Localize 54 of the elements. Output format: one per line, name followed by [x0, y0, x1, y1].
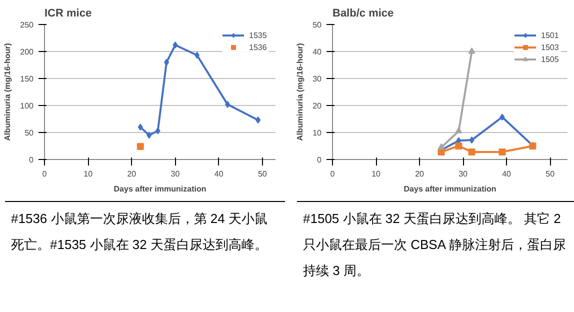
- x-tick-label: 30: [170, 170, 180, 178]
- x-tick-label: 40: [502, 170, 512, 178]
- y-tick-label: 150: [20, 74, 34, 84]
- legend-label: 1501: [541, 30, 560, 40]
- point: [155, 127, 160, 134]
- point: [500, 114, 505, 121]
- y-axis-title: Albuminuria (mg/16-hour): [3, 42, 12, 141]
- chart-title: ICR mice: [44, 8, 92, 20]
- text: #1505 小鼠在 32 天蛋白尿达到高峰。 其它 2 只小鼠在最后一次 CBSA 静脉注射后，蛋白尿持续 3 周。: [303, 210, 567, 280]
- point: [225, 100, 230, 108]
- point: [146, 132, 152, 139]
- x-tick-label: 10: [372, 170, 382, 178]
- point: [194, 52, 200, 59]
- y-tick-label: 50: [312, 20, 322, 30]
- point: [172, 42, 178, 49]
- y-tick-label: 50: [24, 128, 34, 138]
- y-tick-label: 200: [20, 48, 34, 56]
- point: [498, 148, 506, 156]
- y-tick-label: 40: [312, 48, 322, 56]
- x-tick-label: 30: [458, 170, 468, 178]
- point: [455, 127, 462, 134]
- y-tick-label: 100: [20, 102, 34, 110]
- point: [136, 143, 144, 150]
- point: [138, 124, 143, 131]
- x-tick-label: 50: [258, 170, 268, 178]
- y-tick-label: 10: [312, 128, 322, 138]
- point: [468, 48, 476, 54]
- x-tick-label: 40: [214, 170, 224, 178]
- x-axis-title: Days after immunization: [404, 184, 496, 194]
- x-tick-label: 10: [84, 170, 94, 178]
- x-tick-label: 0: [42, 170, 48, 178]
- legend-label: 1536: [249, 42, 268, 52]
- point: [438, 143, 445, 150]
- point: [164, 58, 170, 66]
- y-tick-label: 0: [29, 156, 34, 164]
- x-tick-label: 0: [330, 170, 336, 178]
- point: [455, 142, 462, 150]
- x-tick-label: 50: [546, 170, 556, 178]
- legend-label: 1503: [541, 42, 560, 52]
- x-tick-label: 20: [127, 170, 137, 178]
- x-axis-title: Days after immunization: [114, 184, 206, 194]
- y-axis-title: Albuminuria (mg/16-hour): [296, 42, 305, 141]
- x-tick-label: 20: [415, 170, 425, 178]
- y-tick-label: 0: [317, 156, 322, 164]
- legend-label: 1505: [541, 54, 560, 64]
- point: [469, 136, 474, 144]
- y-tick-label: 20: [312, 102, 322, 110]
- y-tick-label: 250: [20, 20, 34, 30]
- point: [256, 116, 261, 124]
- point: [468, 148, 476, 156]
- text: #1536 小鼠第一次尿液收集后，第 24 天小鼠死亡。#1535 小鼠在 32 天蛋白尿达到高峰。: [11, 210, 268, 254]
- legend-label: 1535: [249, 30, 268, 40]
- y-tick-label: 30: [312, 74, 322, 84]
- chart-title: Balb/c mice: [332, 8, 394, 20]
